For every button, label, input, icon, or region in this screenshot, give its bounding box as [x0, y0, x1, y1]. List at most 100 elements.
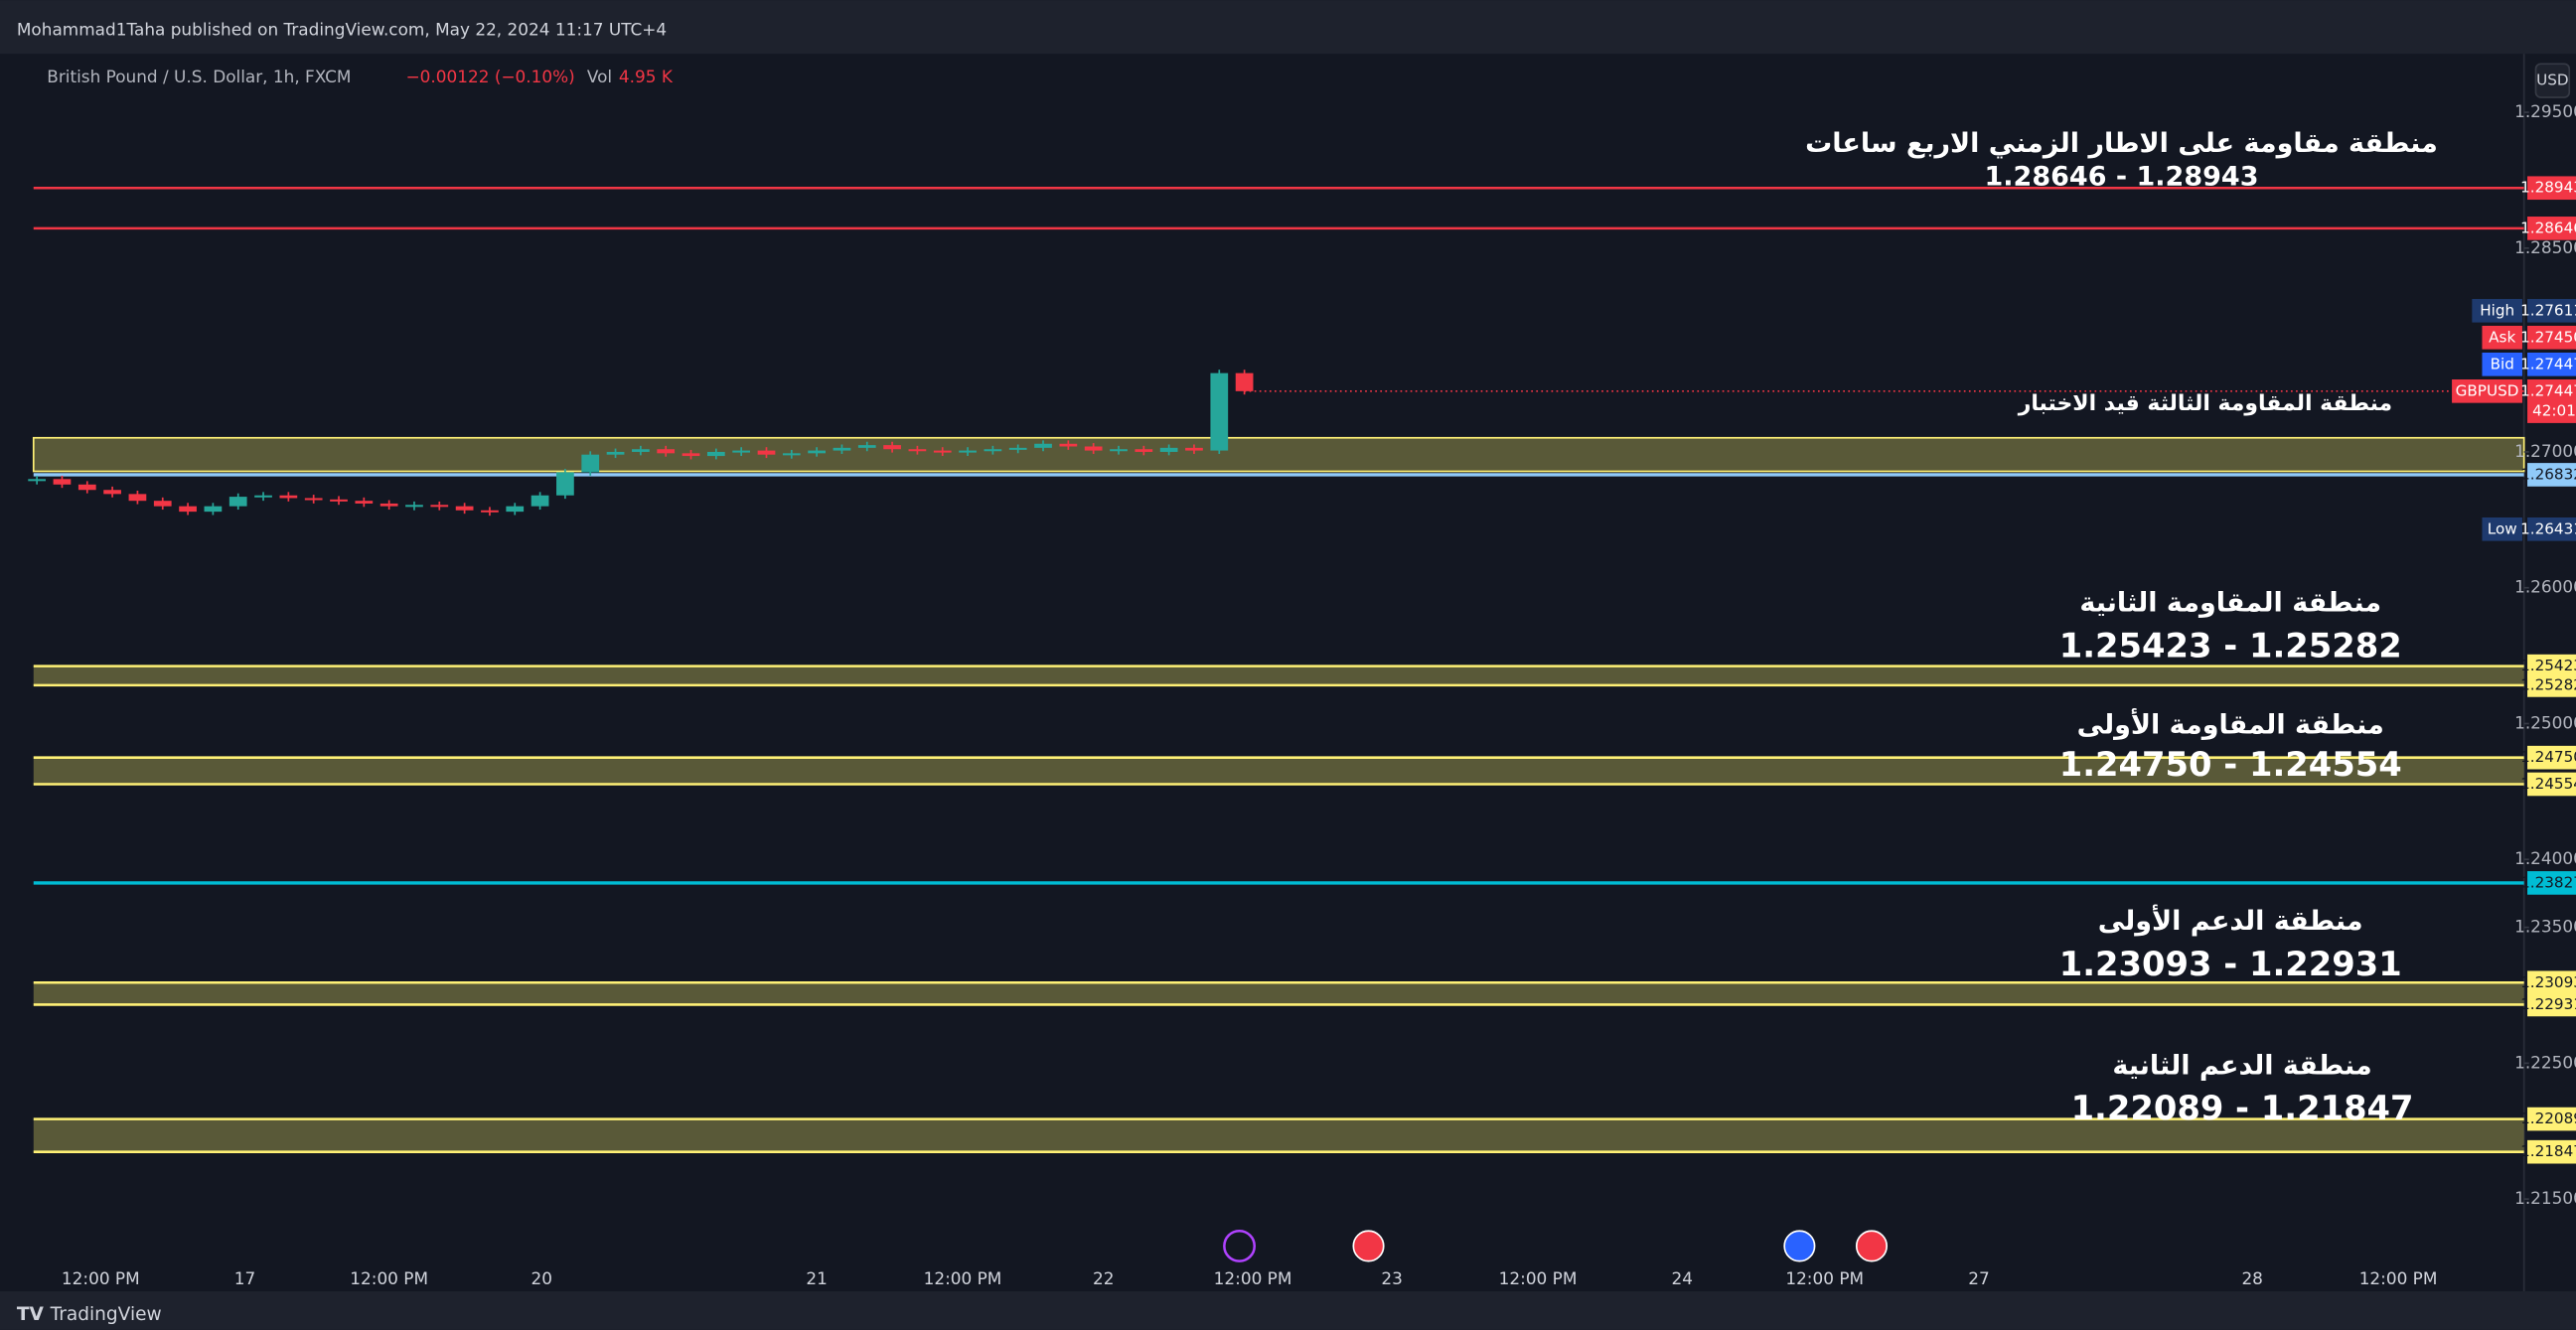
- price-tag-label: 1.25282: [2520, 675, 2576, 693]
- currency-button[interactable]: [2534, 63, 2571, 98]
- footer-brand: TradingView: [50, 1304, 162, 1325]
- candle: [581, 454, 600, 473]
- y-tick-label: 1.24000: [2514, 848, 2576, 868]
- x-tick-label: 12:00 PM: [1785, 1268, 1864, 1288]
- x-tick-label: 17: [234, 1268, 255, 1288]
- annotation-text: منطقة المقاومة الثانية: [2079, 587, 2381, 618]
- candle: [732, 450, 751, 453]
- price-tag: [2527, 654, 2576, 678]
- price-tag: [2527, 353, 2576, 376]
- x-tick-label: 21: [806, 1268, 827, 1288]
- price-tag-label: 1.27447: [2520, 381, 2576, 399]
- price-tag-label: 1.23827: [2520, 873, 2576, 891]
- candle: [179, 506, 197, 513]
- event-icon[interactable]: [1783, 1230, 1816, 1262]
- candle: [204, 506, 223, 513]
- price-tag-name-box: [2482, 517, 2522, 541]
- candle: [153, 501, 172, 507]
- price-tag-label: 1.27611: [2520, 301, 2576, 319]
- candle: [1034, 443, 1052, 448]
- annotation-text: منطقة المقاومة الأولى: [2077, 708, 2384, 741]
- event-icon[interactable]: [1352, 1230, 1385, 1262]
- published-line: Mohammad1Taha published on TradingView.c…: [17, 20, 667, 40]
- x-tick-label: 27: [1968, 1268, 1989, 1288]
- annotation-range: 1.25423 - 1.25282: [2059, 626, 2402, 665]
- price-tag-label: 1.26832: [2520, 465, 2576, 483]
- candle: [556, 472, 574, 496]
- price-tag: [2527, 1139, 2576, 1164]
- price-tag-name-box: [2452, 379, 2522, 403]
- candle: [706, 451, 725, 457]
- x-tick-label: 12:00 PM: [924, 1268, 1002, 1288]
- x-tick-label: 12:00 PM: [1499, 1268, 1578, 1288]
- price-tag-name: High: [2480, 301, 2514, 319]
- currency-label: USD: [2536, 72, 2568, 89]
- candle: [959, 450, 977, 453]
- price-tag-name: Ask: [2489, 328, 2515, 346]
- y-tick-label: 1.23500: [2514, 917, 2576, 937]
- annotation-text: منطقة الدعم الأولى: [2098, 904, 2363, 937]
- candle: [657, 449, 676, 454]
- price-tag: [2527, 217, 2576, 240]
- price-tag: [2527, 517, 2576, 541]
- candle: [682, 453, 700, 457]
- price-tag-label: 1.27450: [2520, 328, 2576, 346]
- candle: [355, 501, 374, 504]
- candle: [28, 479, 47, 482]
- price-tag-name-box: [2472, 298, 2522, 323]
- candle: [857, 445, 876, 448]
- price-tag-label: 1.25423: [2520, 657, 2576, 674]
- annotation-text: منطقة مقاومة على الاطار الزمني الاربع سا…: [1805, 128, 2438, 159]
- x-tick-label: 24: [1671, 1268, 1692, 1288]
- x-tick-label: 22: [1093, 1268, 1114, 1288]
- price-tag-name: Low: [2488, 519, 2517, 537]
- candle: [1235, 372, 1254, 391]
- candle: [304, 498, 323, 501]
- candle: [757, 450, 776, 455]
- brand-logo: TV: [17, 1304, 45, 1325]
- price-tag-label: 1.28646: [2520, 219, 2576, 236]
- y-tick-label: 1.27000: [2514, 441, 2576, 461]
- event-icon[interactable]: [1855, 1230, 1889, 1262]
- candle: [430, 505, 449, 508]
- zone: [33, 982, 2524, 1005]
- candle: [405, 505, 423, 508]
- candle: [1110, 449, 1128, 452]
- price-tag: [2527, 325, 2576, 350]
- candle: [606, 451, 625, 455]
- candle: [379, 503, 398, 507]
- zone: [32, 436, 2525, 473]
- price-tag-label: 1.22089: [2520, 1109, 2576, 1127]
- annotation-range: 1.28646 - 1.28943: [1985, 162, 2259, 193]
- candle: [984, 449, 1002, 452]
- candle: [1059, 443, 1078, 447]
- price-tag: [2527, 379, 2576, 423]
- price-tag: [2527, 298, 2576, 323]
- price-tag: [2527, 970, 2576, 995]
- zone: [33, 757, 2524, 785]
- price-tag: [2527, 1107, 2576, 1131]
- x-tick-label: 28: [2241, 1268, 2262, 1288]
- candle: [254, 495, 272, 498]
- candle: [1135, 449, 1153, 452]
- candle: [883, 445, 901, 450]
- candle: [933, 450, 952, 453]
- price-tag: [2527, 176, 2576, 201]
- price-tag: [2527, 992, 2576, 1017]
- y-tick-label: 1.28500: [2514, 237, 2576, 257]
- price-tag: [2527, 673, 2576, 697]
- price-tag-name: Bid: [2491, 355, 2514, 372]
- candle: [1210, 372, 1229, 451]
- x-tick-label: 20: [531, 1268, 552, 1288]
- price-tag-label: 1.24750: [2520, 748, 2576, 766]
- price-tag-label: 1.24554: [2520, 775, 2576, 793]
- event-icon[interactable]: [1223, 1229, 1257, 1262]
- candle: [506, 506, 525, 513]
- y-tick-label: 1.21500: [2514, 1188, 2576, 1208]
- legend-vol: 4.95 K: [619, 67, 674, 86]
- candle: [632, 449, 650, 452]
- annotation-range: 1.24750 - 1.24554: [2059, 745, 2402, 784]
- price-tag-label: 1.27447: [2520, 355, 2576, 372]
- price-tag-label: 1.22931: [2520, 995, 2576, 1013]
